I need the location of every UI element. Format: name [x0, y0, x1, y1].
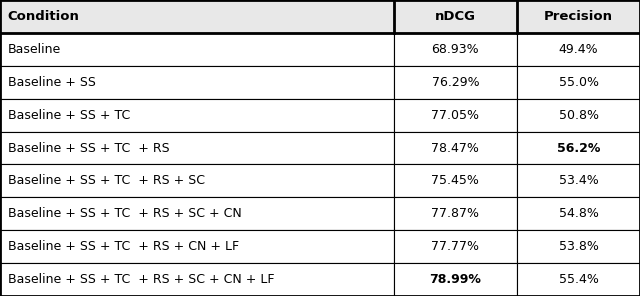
Bar [517, 99, 640, 131]
Text: 50.8%: 50.8% [559, 109, 598, 122]
Text: Baseline + SS + TC: Baseline + SS + TC [8, 109, 130, 122]
Bar [394, 99, 517, 131]
Bar [0, 230, 394, 263]
Bar [394, 230, 517, 263]
Text: Baseline: Baseline [8, 43, 61, 56]
Bar [517, 263, 640, 296]
Text: 56.2%: 56.2% [557, 141, 600, 155]
Bar [394, 197, 517, 230]
Text: 53.4%: 53.4% [559, 174, 598, 187]
Bar [517, 33, 640, 66]
Text: 76.29%: 76.29% [431, 76, 479, 89]
Bar [0, 165, 394, 197]
Text: 55.0%: 55.0% [559, 76, 598, 89]
Text: Baseline + SS + TC  + RS + CN + LF: Baseline + SS + TC + RS + CN + LF [8, 240, 239, 253]
Bar [394, 165, 517, 197]
Bar [517, 66, 640, 99]
Bar [517, 197, 640, 230]
Bar [0, 99, 394, 131]
Text: 54.8%: 54.8% [559, 207, 598, 220]
Text: 78.47%: 78.47% [431, 141, 479, 155]
Bar [394, 66, 517, 99]
Text: 75.45%: 75.45% [431, 174, 479, 187]
Bar [517, 230, 640, 263]
Text: nDCG: nDCG [435, 10, 476, 23]
Text: 53.8%: 53.8% [559, 240, 598, 253]
Bar [0, 197, 394, 230]
Bar [0, 263, 394, 296]
Text: 55.4%: 55.4% [559, 273, 598, 286]
Bar [394, 263, 517, 296]
Text: Condition: Condition [8, 10, 79, 23]
Bar [517, 0, 640, 33]
Bar [0, 33, 394, 66]
Text: Baseline + SS + TC  + RS + SC + CN: Baseline + SS + TC + RS + SC + CN [8, 207, 241, 220]
Text: 77.77%: 77.77% [431, 240, 479, 253]
Text: Baseline + SS + TC  + RS + SC: Baseline + SS + TC + RS + SC [8, 174, 205, 187]
Bar [0, 66, 394, 99]
Text: 77.05%: 77.05% [431, 109, 479, 122]
Bar [517, 165, 640, 197]
Bar [394, 33, 517, 66]
Text: 68.93%: 68.93% [431, 43, 479, 56]
Bar [394, 131, 517, 165]
Text: 49.4%: 49.4% [559, 43, 598, 56]
Text: Precision: Precision [544, 10, 613, 23]
Bar [517, 131, 640, 165]
Bar [0, 131, 394, 165]
Text: Baseline + SS + TC  + RS: Baseline + SS + TC + RS [8, 141, 170, 155]
Text: 78.99%: 78.99% [429, 273, 481, 286]
Text: Baseline + SS + TC  + RS + SC + CN + LF: Baseline + SS + TC + RS + SC + CN + LF [8, 273, 274, 286]
Bar [0, 0, 394, 33]
Bar [394, 0, 517, 33]
Text: 77.87%: 77.87% [431, 207, 479, 220]
Text: Baseline + SS: Baseline + SS [8, 76, 95, 89]
